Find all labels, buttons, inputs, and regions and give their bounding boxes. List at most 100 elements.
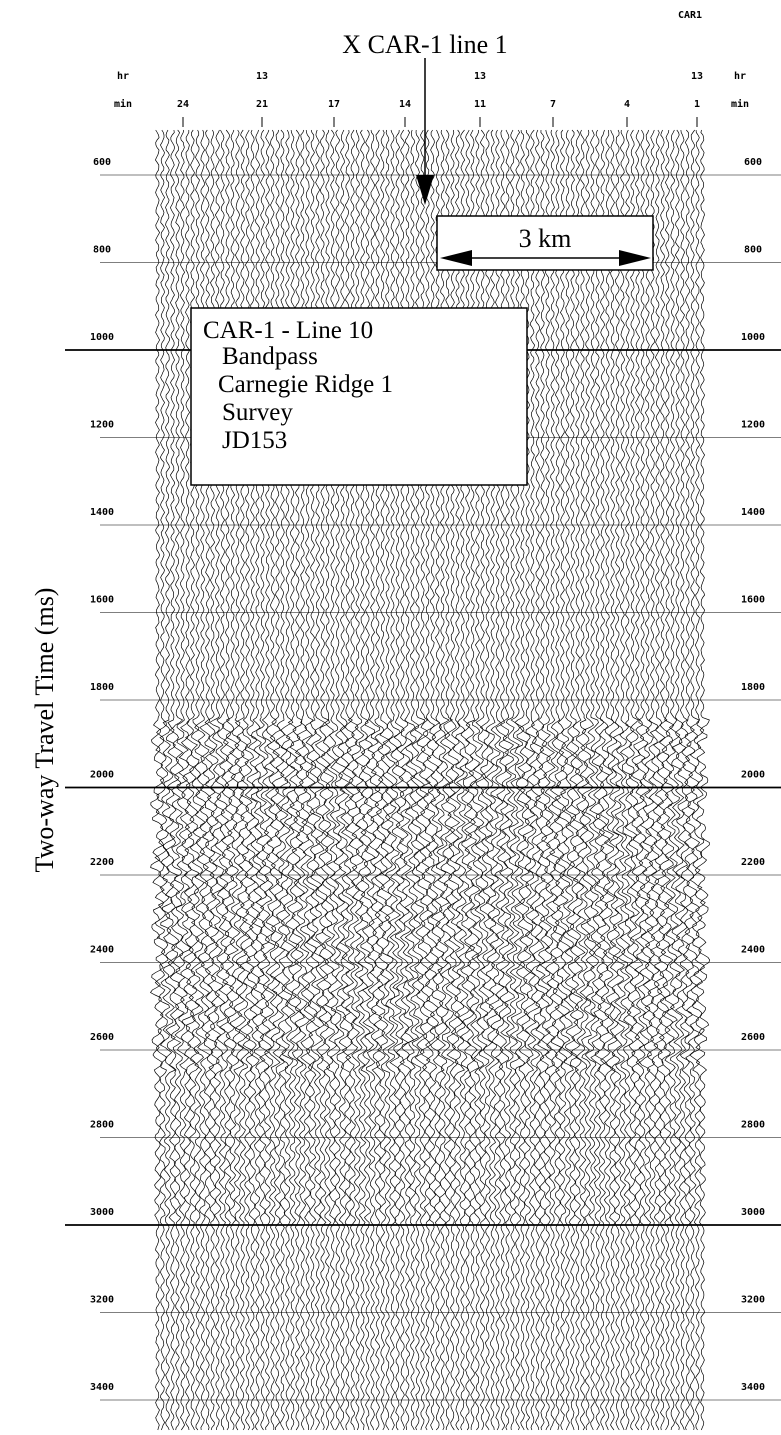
y-tick-label-left: 800	[93, 245, 111, 256]
trace	[614, 129, 631, 1431]
y-tick-label-left: 2600	[90, 1032, 114, 1043]
trace	[660, 129, 676, 1431]
trace	[694, 129, 711, 1431]
trace	[575, 129, 590, 1431]
info-box	[190, 307, 528, 486]
y-tick-label-left: 3200	[90, 1295, 114, 1306]
trace	[605, 129, 621, 1431]
y-tick-label-left: 3400	[90, 1382, 114, 1393]
hour-label: 13	[474, 71, 486, 82]
trace	[689, 129, 706, 1431]
minute-label: 7	[550, 99, 556, 110]
info-line: JD153	[222, 427, 287, 454]
trace	[609, 129, 625, 1431]
trace	[539, 129, 556, 1431]
y-tick-label-right: 2600	[741, 1032, 765, 1043]
minute-label: 4	[624, 99, 630, 110]
trace	[154, 129, 170, 1431]
y-tick-label-right: 3200	[741, 1295, 765, 1306]
y-tick-label-right: 2000	[741, 770, 765, 781]
trace	[174, 129, 191, 1431]
y-tick-label-right: 1000	[741, 332, 765, 343]
y-tick-label-right: 3000	[741, 1207, 765, 1218]
hour-label: 13	[691, 71, 703, 82]
trace	[524, 129, 541, 1431]
y-tick-label-left: 2400	[90, 945, 114, 956]
trace	[544, 129, 561, 1431]
y-tick-label-right: 1400	[741, 507, 765, 518]
info-line: Survey	[222, 399, 293, 426]
trace	[159, 129, 176, 1431]
y-tick-label-right: 1200	[741, 420, 765, 431]
trace	[679, 129, 695, 1431]
minutes-label: min	[114, 98, 132, 110]
y-tick-label-right: 3400	[741, 1382, 765, 1393]
y-tick-label-right: 1600	[741, 595, 765, 606]
trace	[644, 129, 661, 1431]
trace	[164, 129, 181, 1431]
y-tick-label-left: 2200	[90, 857, 114, 868]
y-tick-label-left: 1800	[90, 682, 114, 693]
trace	[564, 129, 580, 1431]
y-tick-label-left: 1000	[90, 332, 114, 343]
scale-arrow-left	[440, 250, 472, 266]
trace	[650, 129, 666, 1431]
trace	[639, 129, 655, 1431]
hours-label: hr	[734, 71, 746, 82]
y-tick-label-left: 1600	[90, 595, 114, 606]
y-tick-label-left: 600	[93, 157, 111, 168]
y-tick-label-left: 2000	[90, 770, 114, 781]
trace	[589, 129, 606, 1431]
y-axis-label: Two-way Travel Time (ms)	[30, 588, 59, 873]
y-tick-label-left: 1200	[90, 420, 114, 431]
trace	[559, 129, 575, 1431]
trace	[634, 129, 651, 1431]
y-tick-label-right: 1800	[741, 682, 765, 693]
trace	[579, 129, 596, 1431]
minutes-label: min	[731, 98, 749, 110]
trace	[169, 129, 185, 1431]
trace	[624, 129, 641, 1431]
title: X CAR-1 line 1	[342, 30, 507, 59]
info-line: Bandpass	[222, 343, 318, 370]
minute-label: 24	[177, 99, 189, 110]
y-tick-label-right: 2800	[741, 1120, 765, 1131]
trace	[584, 129, 601, 1431]
trace	[619, 129, 635, 1431]
hours-label: hr	[117, 71, 129, 82]
trace	[669, 129, 686, 1431]
y-tick-label-left: 1400	[90, 507, 114, 518]
trace	[149, 129, 166, 1431]
minute-label: 14	[399, 99, 411, 110]
corner-label: CAR1	[678, 10, 702, 21]
scale-box	[436, 215, 654, 271]
y-tick-label-right: 2400	[741, 945, 765, 956]
minute-label: 1	[694, 99, 700, 110]
trace	[535, 129, 551, 1431]
minute-label: 11	[474, 99, 486, 110]
scale-label: 3 km	[519, 224, 572, 253]
y-tick-label-left: 2800	[90, 1120, 114, 1131]
trace	[549, 129, 565, 1431]
trace	[529, 129, 546, 1431]
y-tick-label-left: 3000	[90, 1207, 114, 1218]
trace	[569, 129, 586, 1431]
info-text: CAR-1 - Line 10 Bandpass Carnegie Ridge …	[203, 317, 393, 454]
trace	[684, 129, 701, 1431]
y-tick-label-right: 600	[744, 157, 762, 168]
axes: 600 600 800 800 1000 1000 1200 1200 1400 1400 1600…	[65, 71, 781, 1401]
trace	[600, 129, 615, 1431]
trace	[594, 129, 611, 1431]
trace	[664, 129, 681, 1431]
info-line: CAR-1 - Line 10	[203, 317, 373, 344]
y-tick-label-right: 800	[744, 245, 762, 256]
minute-label: 17	[328, 99, 340, 110]
trace	[654, 129, 671, 1431]
scale-arrow-right	[619, 250, 651, 266]
hour-label: 13	[256, 71, 268, 82]
arrow-head	[416, 175, 434, 205]
trace	[554, 129, 571, 1431]
trace	[629, 129, 645, 1431]
